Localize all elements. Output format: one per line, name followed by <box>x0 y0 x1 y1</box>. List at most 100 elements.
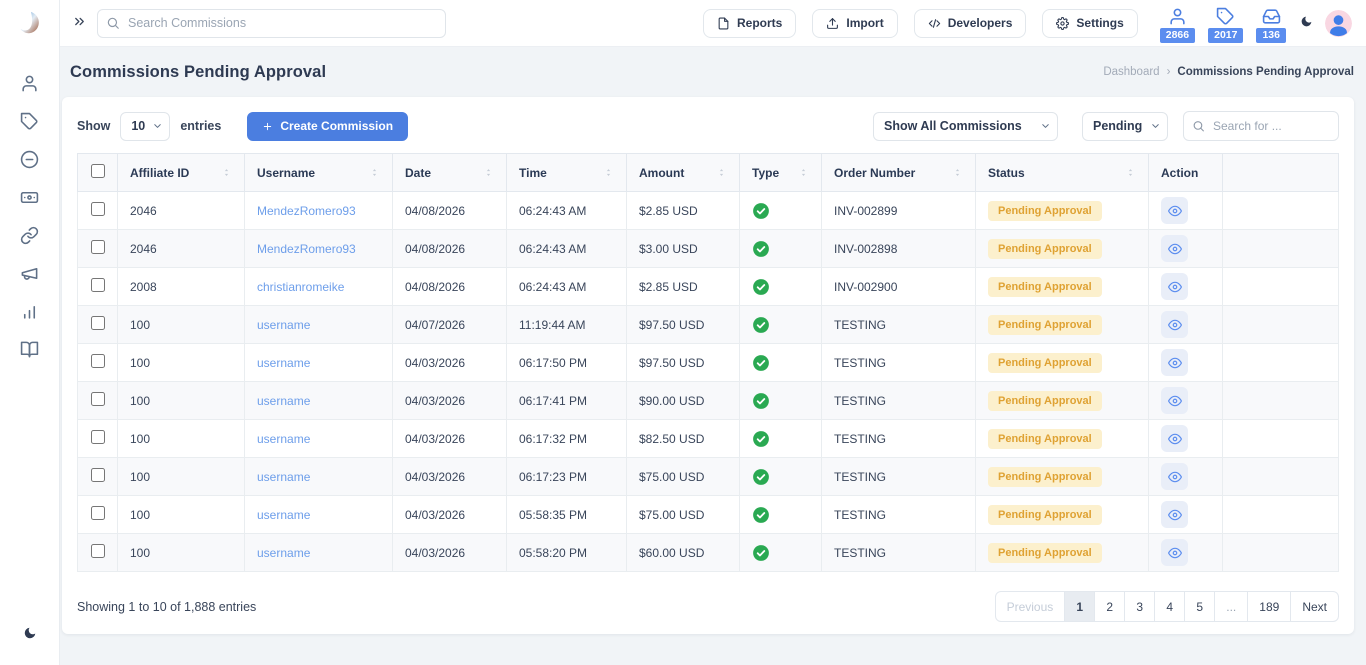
pagination-ellipsis: ... <box>1214 591 1249 622</box>
row-checkbox[interactable] <box>90 430 105 444</box>
cell-action <box>1148 381 1223 420</box>
check-circle-icon <box>752 240 770 258</box>
column-header-amount[interactable]: Amount <box>626 153 740 192</box>
status-badge: Pending Approval <box>988 390 1102 411</box>
status-filter-select[interactable]: Pending <box>1082 111 1168 141</box>
row-checkbox[interactable] <box>90 278 105 292</box>
view-commission-button[interactable] <box>1161 539 1188 566</box>
column-header-username[interactable]: Username <box>244 153 393 192</box>
table-row: 100 username 04/03/2026 05:58:20 PM $60.00 U… <box>77 533 1339 572</box>
username-link[interactable]: username <box>257 431 311 446</box>
view-commission-button[interactable] <box>1161 501 1188 528</box>
username-link[interactable]: MendezRomero93 <box>257 241 356 256</box>
tags-counter[interactable]: 2017 <box>1208 4 1244 43</box>
sidebar-item-docs[interactable] <box>12 332 47 370</box>
row-checkbox[interactable] <box>90 354 105 368</box>
pagination-page-5[interactable]: 5 <box>1184 591 1216 622</box>
status-badge: Pending Approval <box>988 238 1102 259</box>
column-header-type[interactable]: Type <box>739 153 822 192</box>
sidebar-item-campaigns[interactable] <box>12 256 47 294</box>
select-all-checkbox[interactable] <box>90 164 105 178</box>
pagination-page-4[interactable]: 4 <box>1154 591 1186 622</box>
cell-type <box>739 381 822 420</box>
username-link[interactable]: username <box>257 355 311 370</box>
import-button[interactable]: Import <box>812 8 898 38</box>
view-commission-button[interactable] <box>1161 235 1188 262</box>
breadcrumb-dashboard[interactable]: Dashboard <box>1103 66 1160 78</box>
chevrons-right-icon <box>72 14 87 29</box>
settings-button[interactable]: Settings <box>1042 8 1138 38</box>
inbox-counter[interactable]: 136 <box>1256 4 1286 43</box>
check-circle-icon <box>752 392 770 410</box>
pagination: Previous 1 2 3 4 5... 189 Next <box>994 591 1339 622</box>
cell-order-number: INV-002900 <box>821 267 976 306</box>
column-header-order-number[interactable]: Order Number <box>821 153 976 192</box>
view-commission-button[interactable] <box>1161 349 1188 376</box>
row-checkbox[interactable] <box>90 544 105 558</box>
column-header-date[interactable]: Date <box>392 153 507 192</box>
username-link[interactable]: christianromeike <box>257 279 345 294</box>
cell-empty <box>1222 191 1339 230</box>
commission-filter-select[interactable]: Show All Commissions <box>873 111 1058 141</box>
status-badge: Pending Approval <box>988 504 1102 525</box>
cell-select <box>77 419 118 458</box>
sidebar-theme-toggle[interactable] <box>23 626 37 643</box>
sidebar-item-tags[interactable] <box>12 104 47 142</box>
username-link[interactable]: username <box>257 393 311 408</box>
column-header-affiliate-id[interactable]: Affiliate ID <box>117 153 245 192</box>
username-link[interactable]: username <box>257 545 311 560</box>
sidebar-item-reports[interactable] <box>12 294 47 332</box>
column-header-time[interactable]: Time <box>506 153 627 192</box>
pagination-page-189[interactable]: 189 <box>1247 591 1292 622</box>
check-circle-icon <box>752 278 770 296</box>
column-label: Type <box>752 165 780 180</box>
developers-button[interactable]: Developers <box>913 8 1027 38</box>
column-header-status[interactable]: Status <box>975 153 1149 192</box>
sidebar-item-payouts[interactable] <box>12 180 47 218</box>
sidebar-expand-button[interactable] <box>72 14 87 32</box>
view-commission-button[interactable] <box>1161 273 1188 300</box>
eye-icon <box>1167 318 1182 332</box>
sidebar-item-commissions[interactable] <box>12 142 47 180</box>
row-checkbox[interactable] <box>90 316 105 330</box>
reports-button[interactable]: Reports <box>703 8 797 38</box>
view-commission-button[interactable] <box>1161 463 1188 490</box>
view-commission-button[interactable] <box>1161 425 1188 452</box>
user-icon <box>1168 7 1187 26</box>
view-commission-button[interactable] <box>1161 387 1188 414</box>
row-checkbox[interactable] <box>90 202 105 216</box>
cell-empty <box>1222 495 1339 534</box>
topbar-theme-toggle[interactable] <box>1300 15 1313 31</box>
row-checkbox[interactable] <box>90 506 105 520</box>
sidebar-item-affiliates[interactable] <box>12 66 47 104</box>
view-commission-button[interactable] <box>1161 197 1188 224</box>
topbar: Reports Import Developers Settings 2866 2017… <box>60 0 1366 47</box>
affiliates-counter[interactable]: 2866 <box>1159 4 1196 43</box>
page-size-select[interactable]: 10 <box>120 111 171 141</box>
username-link[interactable]: username <box>257 317 311 332</box>
avatar[interactable] <box>1325 9 1352 37</box>
create-commission-button[interactable]: Create Commission <box>247 111 409 141</box>
pagination-previous[interactable]: Previous <box>994 591 1066 622</box>
cell-type <box>739 229 822 268</box>
row-checkbox[interactable] <box>90 468 105 482</box>
pagination-next[interactable]: Next <box>1290 591 1339 622</box>
page-head: Commissions Pending Approval Dashboard ›… <box>60 47 1366 97</box>
pagination-page-3[interactable]: 3 <box>1124 591 1156 622</box>
username-link[interactable]: username <box>257 507 311 522</box>
table-search-input[interactable] <box>1183 111 1339 141</box>
username-link[interactable]: MendezRomero93 <box>257 203 356 218</box>
pagination-page-2[interactable]: 2 <box>1094 591 1126 622</box>
status-badge: Pending Approval <box>988 200 1102 221</box>
view-commission-button[interactable] <box>1161 311 1188 338</box>
row-checkbox[interactable] <box>90 240 105 254</box>
bar-chart-icon <box>20 302 39 321</box>
row-checkbox[interactable] <box>90 392 105 406</box>
brand-logo[interactable] <box>15 9 45 39</box>
pagination-page-1[interactable]: 1 <box>1064 591 1096 622</box>
global-search-input[interactable] <box>97 8 446 38</box>
cell-date: 04/03/2026 <box>392 457 507 496</box>
table-row: 100 username 04/03/2026 05:58:35 PM $75.00 U… <box>77 495 1339 534</box>
sidebar-item-links[interactable] <box>12 218 47 256</box>
username-link[interactable]: username <box>257 469 311 484</box>
